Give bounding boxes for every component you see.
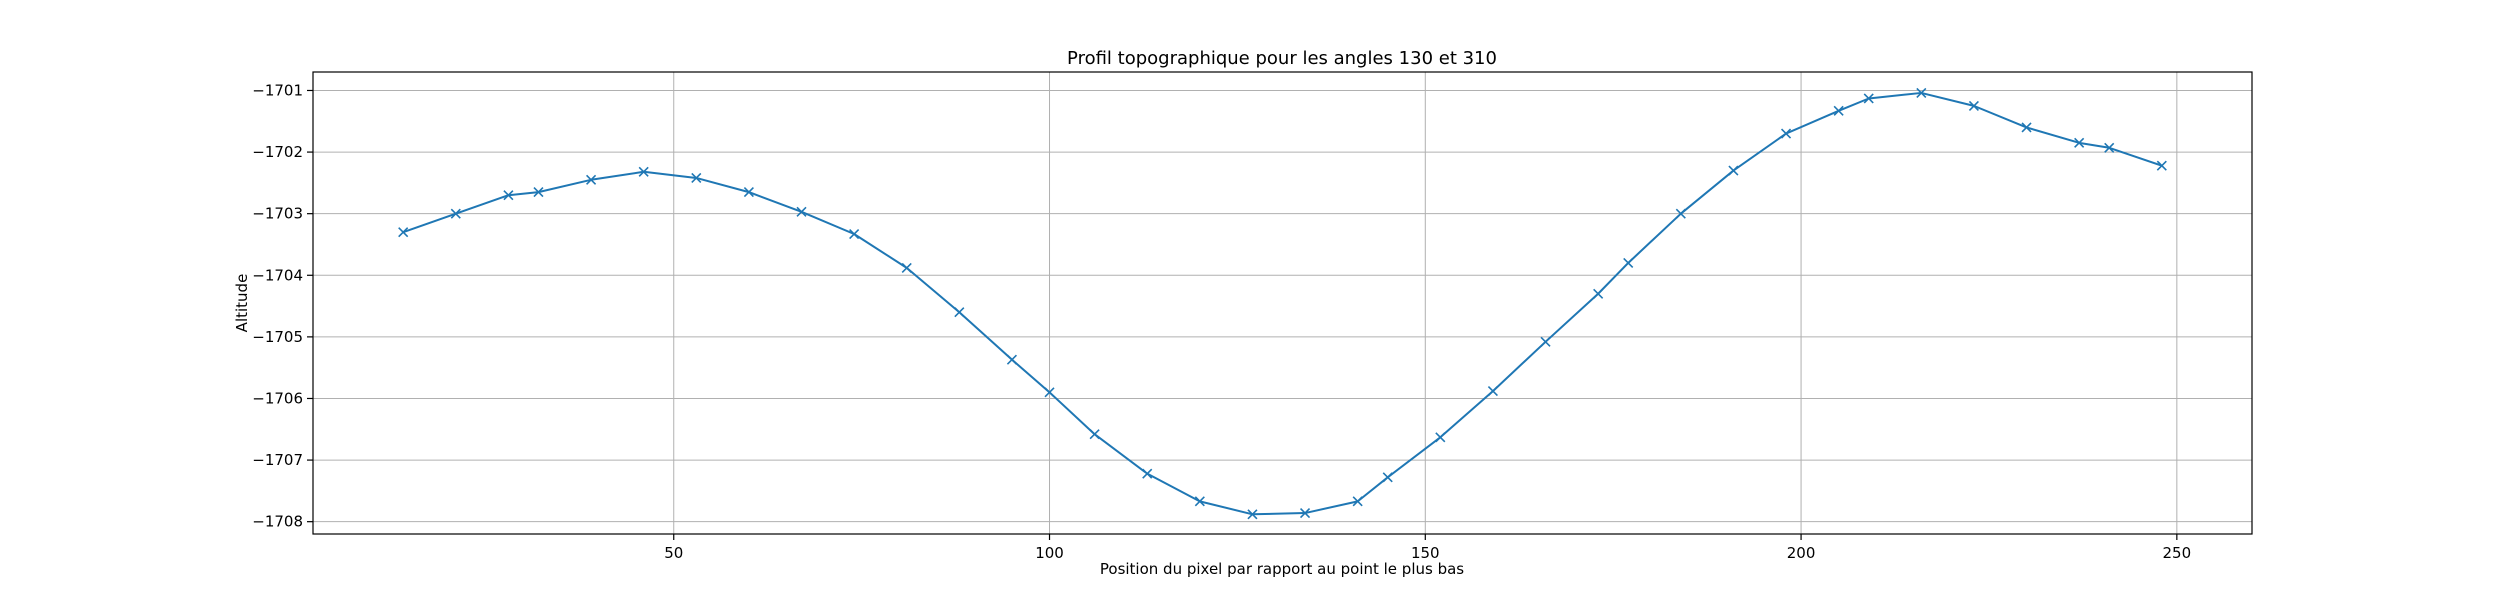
- x-tick-label: 200: [1787, 544, 1816, 562]
- data-point-marker: [586, 174, 597, 185]
- data-point-marker: [398, 227, 409, 238]
- data-point-marker: [954, 307, 965, 318]
- data-point-marker: [1540, 336, 1551, 347]
- data-point-marker: [533, 187, 544, 198]
- x-tick-label: 50: [664, 544, 683, 562]
- y-tick-label: −1704: [252, 266, 303, 284]
- data-point-marker: [503, 190, 514, 201]
- x-tick-label: 100: [1035, 544, 1064, 562]
- x-tick-label: 150: [1411, 544, 1440, 562]
- y-tick-label: −1706: [252, 389, 303, 407]
- grid-lines: [313, 72, 2252, 534]
- data-point-marker: [1863, 93, 1874, 104]
- y-tick-label: −1702: [252, 143, 303, 161]
- data-point-marker: [1299, 507, 1311, 519]
- data-point-marker: [1006, 354, 1018, 365]
- data-point-marker: [1728, 165, 1739, 176]
- data-point-marker: [1089, 429, 1100, 440]
- data-point-marker: [1142, 468, 1153, 479]
- data-point-marker: [901, 262, 912, 273]
- data-point-marker: [849, 228, 860, 240]
- data-point-marker: [1780, 128, 1792, 139]
- plot-area-frame: [312, 71, 2253, 535]
- data-point-marker: [2074, 137, 2085, 148]
- series-line: [402, 91, 2163, 516]
- data-point-marker: [1675, 208, 1686, 219]
- data-point-marker: [1593, 288, 1604, 299]
- data-point-marker: [1247, 509, 1258, 520]
- data-point-marker: [1968, 100, 1979, 111]
- data-point-marker: [1623, 257, 1634, 269]
- data-point-marker: [2104, 142, 2115, 153]
- data-point-marker: [1044, 387, 1055, 398]
- data-point-marker: [796, 206, 807, 217]
- y-tick-label: −1705: [252, 328, 303, 346]
- data-point-marker: [743, 187, 754, 198]
- y-tick-label: −1701: [252, 81, 303, 99]
- y-tick-label: −1708: [252, 513, 303, 531]
- x-tick-label: 250: [2163, 544, 2192, 562]
- axis-ticks: 50 100 150 200 250 −1708 −1707 −1706 −1705 −1704 −…: [252, 81, 2191, 562]
- data-point-marker: [691, 172, 702, 184]
- x-axis-title: Position du pixel par rapport au point l…: [1100, 560, 1464, 578]
- chart-title: Profil topographique pour les angles 130…: [1067, 48, 1497, 69]
- data-point-marker: [2156, 160, 2167, 171]
- data-point-marker: [1916, 87, 1927, 99]
- data-point-marker: [450, 208, 461, 219]
- data-point-marker: [1194, 496, 1205, 507]
- data-point-marker: [1487, 386, 1498, 397]
- data-point-marker: [638, 166, 649, 177]
- data-point-marker: [1352, 496, 1363, 507]
- data-point-marker: [2021, 122, 2032, 133]
- y-axis-title: Altitude: [233, 274, 251, 333]
- data-point-marker: [1435, 432, 1446, 443]
- data-series: [398, 87, 2167, 520]
- data-point-marker: [1833, 105, 1844, 116]
- y-tick-label: −1707: [252, 451, 303, 469]
- y-tick-label: −1703: [252, 205, 303, 223]
- data-point-marker: [1382, 472, 1393, 483]
